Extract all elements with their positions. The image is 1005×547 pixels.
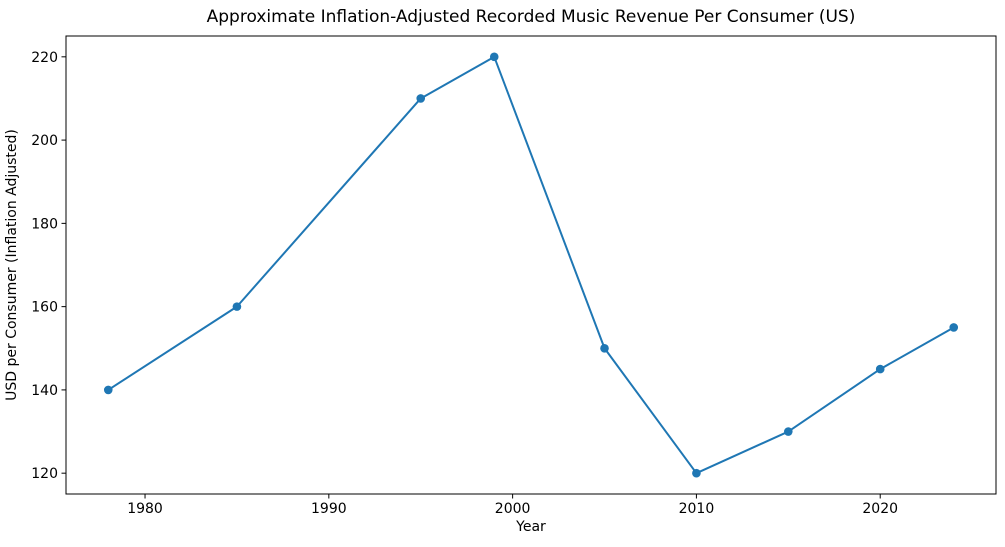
y-tick-label: 140 (31, 383, 58, 399)
data-point-1999 (489, 52, 499, 62)
data-point-2010 (692, 468, 701, 478)
data-point-2020 (875, 364, 885, 374)
y-tick-label: 120 (31, 466, 58, 482)
x-tick-label: 2010 (679, 501, 715, 517)
y-tick-label: 180 (31, 216, 58, 232)
data-point-2015 (784, 427, 793, 436)
data-point-1985 (232, 302, 242, 311)
data-point-2024 (949, 323, 959, 332)
y-tick-label: 200 (31, 133, 58, 149)
chart-title: Approximate Inflation-Adjusted Recorded … (207, 7, 856, 27)
x-tick-label: 1980 (127, 501, 163, 517)
data-point-2005 (600, 343, 609, 353)
y-tick-label: 160 (31, 300, 58, 316)
y-tick-label: 220 (31, 50, 58, 66)
x-axis-label: Year (515, 519, 546, 535)
plot-border (65, 35, 997, 495)
data-point-1995 (416, 94, 426, 103)
x-tick-label: 1990 (311, 501, 347, 517)
x-tick-label: 2020 (862, 501, 898, 517)
plot-layer: 1980 1990 2000 2010 2020 120 140 160 180 200 220 (31, 35, 997, 517)
x-tick-label: 2000 (495, 501, 531, 517)
data-point-1978 (103, 385, 113, 395)
y-axis-label: USD per Consumer (Inflation Adjusted) (4, 129, 20, 401)
